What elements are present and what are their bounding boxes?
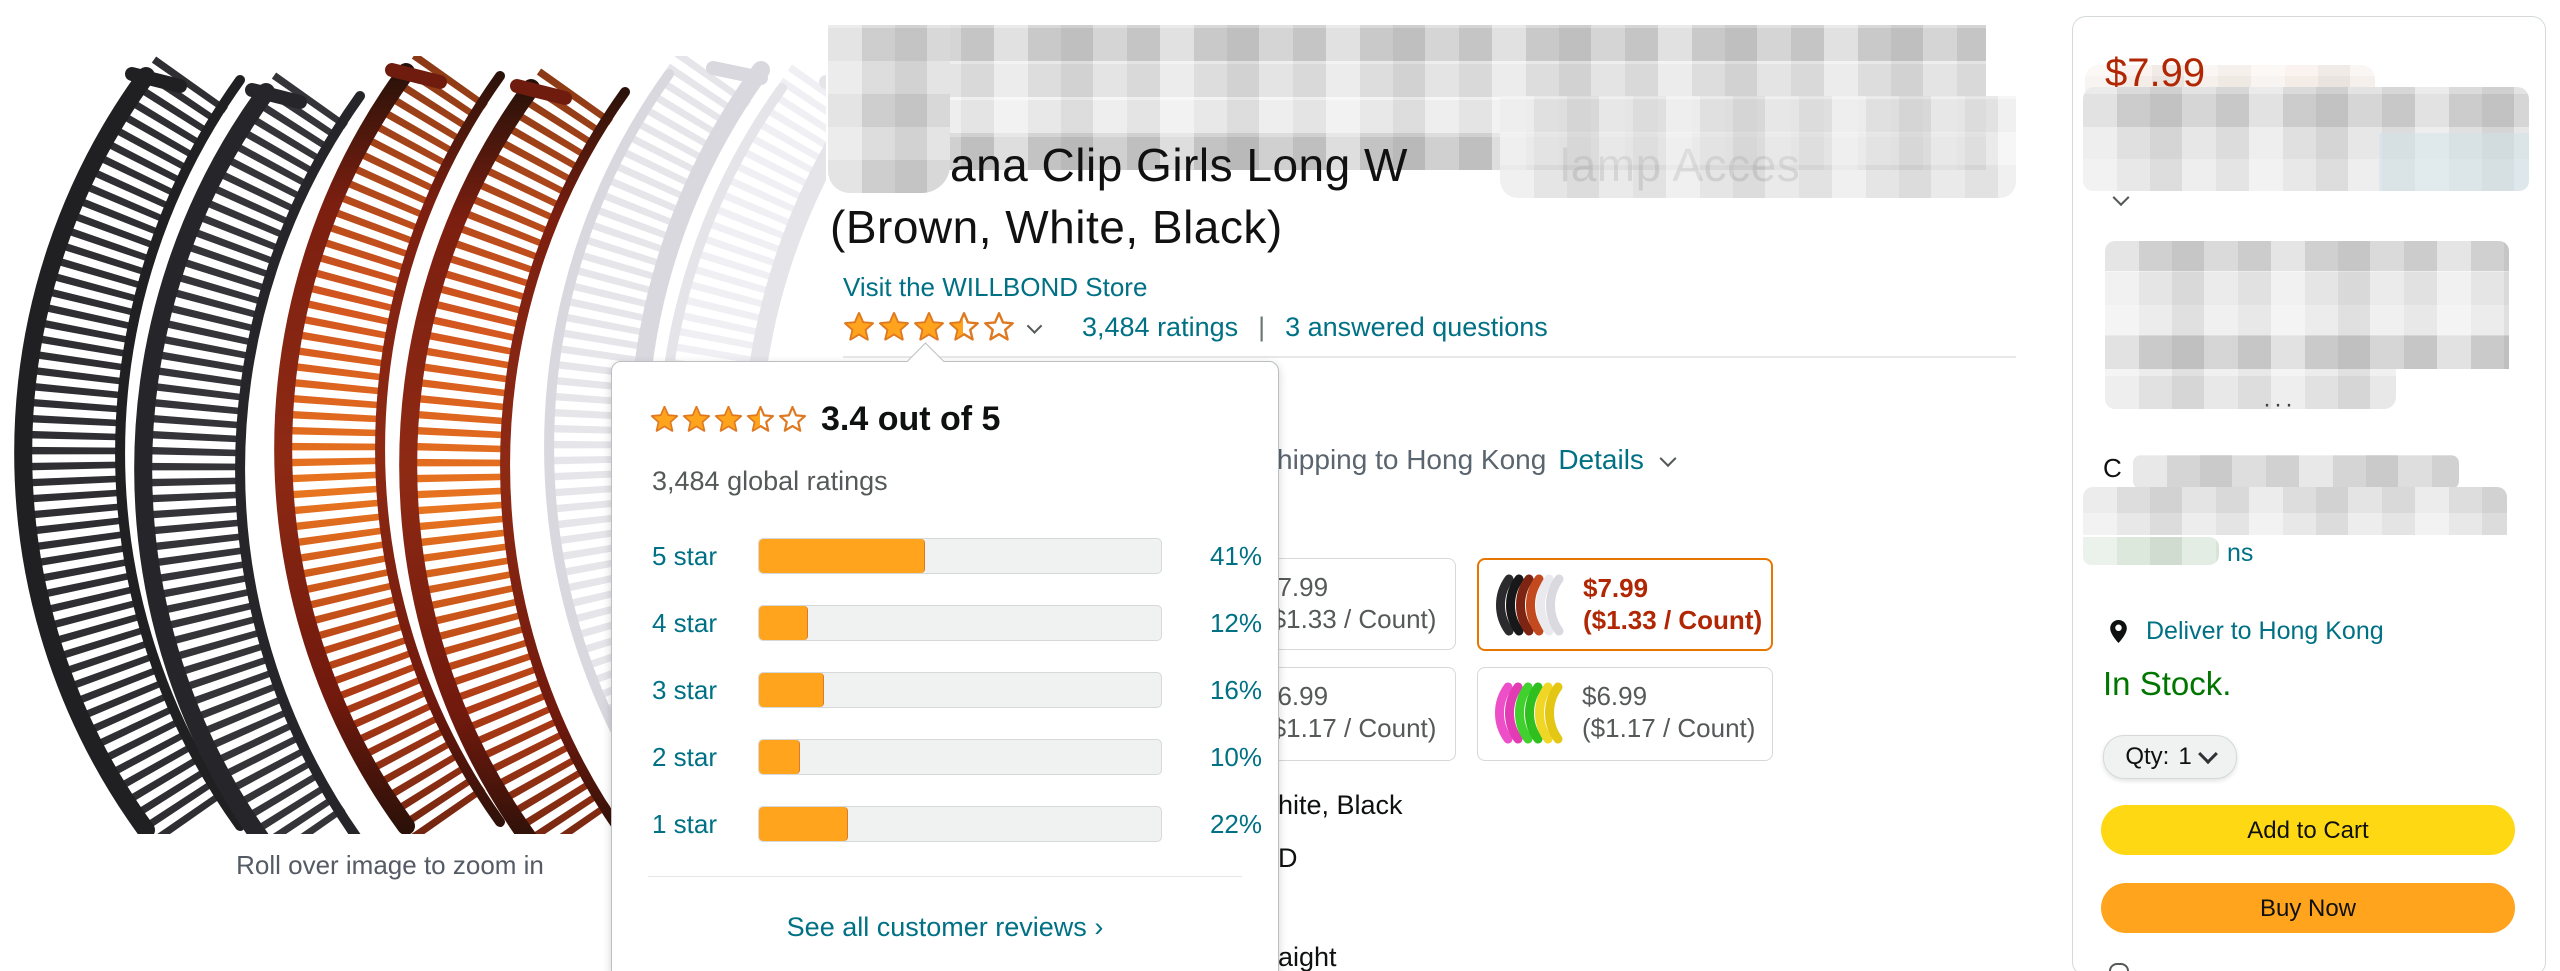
- rating-row-label[interactable]: 3 star: [652, 674, 718, 705]
- detail-fragment-hair: aight: [1278, 942, 1337, 971]
- rating-row-label[interactable]: 2 star: [652, 741, 718, 772]
- stock-status: In Stock.: [2103, 665, 2232, 702]
- variant-unit-price: ($1.33 / Count): [1263, 604, 1437, 634]
- rating-row-percent[interactable]: 22%: [1209, 808, 1262, 839]
- rating-row-fill: [759, 807, 849, 841]
- censored-title-patch: [1500, 96, 2016, 198]
- rating-row-fill: [759, 539, 925, 573]
- add-to-cart-button[interactable]: Add to Cart: [2101, 805, 2515, 855]
- ratings-separator: |: [1258, 311, 1266, 342]
- rating-row-label[interactable]: 4 star: [652, 607, 718, 638]
- rating-row-fill: [759, 673, 825, 707]
- qty-label: Qty:: [2125, 743, 2170, 770]
- location-pin-icon: [2110, 620, 2127, 643]
- product-title-fragment: ana Clip Girls Long W: [950, 139, 1408, 191]
- rating-row-bar[interactable]: [758, 672, 1162, 708]
- rating-row[interactable]: 2 star 10%: [652, 739, 1262, 775]
- rating-row-label[interactable]: 1 star: [652, 808, 718, 839]
- censored-text-remnant: ···: [2263, 391, 2296, 418]
- shipping-line: hipping to Hong Kong Details: [1277, 444, 1677, 476]
- rating-row-percent[interactable]: 41%: [1209, 540, 1262, 571]
- censored-title-blob: [828, 25, 950, 193]
- rating-row-fill: [759, 606, 809, 640]
- censored-block: [2105, 241, 2509, 409]
- popup-global-ratings: 3,484 global ratings: [652, 466, 888, 496]
- details-chevron-icon[interactable]: [1659, 450, 1677, 468]
- popup-caret: [906, 342, 945, 381]
- variant-unit-price: ($1.17 / Count): [1263, 713, 1437, 743]
- ratings-row: 3,484 ratings | 3 answered questions: [843, 310, 1548, 344]
- variant-unit-price: ($1.33 / Count): [1583, 605, 1763, 635]
- rating-row[interactable]: 5 star 41%: [652, 538, 1262, 574]
- expand-chevron-icon[interactable]: [2112, 189, 2130, 207]
- deliver-row[interactable]: Deliver to Hong Kong: [2105, 617, 2384, 646]
- censored-letter: C: [2103, 453, 2122, 483]
- see-all-reviews-link[interactable]: See all customer reviews ›: [786, 912, 1104, 942]
- deliver-link[interactable]: Deliver to Hong Kong: [2146, 617, 2384, 645]
- ratings-popup: 3.4 out of 5 3,484 global ratings 5 star…: [611, 342, 1279, 971]
- rating-row-percent[interactable]: 10%: [1209, 741, 1262, 772]
- rating-row[interactable]: 4 star 12%: [652, 605, 1262, 641]
- clip-black-2: [134, 72, 365, 834]
- rating-row-bar[interactable]: [758, 538, 1162, 574]
- rating-row[interactable]: 3 star 16%: [652, 672, 1262, 708]
- detail-fragment-color: hite, Black: [1278, 790, 1403, 820]
- rating-row-percent[interactable]: 12%: [1209, 607, 1262, 638]
- product-title-line2: (Brown, White, Black): [830, 201, 1283, 253]
- censored-block: [2083, 487, 2507, 535]
- rating-row-percent[interactable]: 16%: [1209, 674, 1262, 705]
- clip-red-1: [274, 56, 505, 834]
- variant-swatch-bright-icon: [1495, 682, 1563, 744]
- censored-block: [2133, 455, 2459, 489]
- variant-unit-price: ($1.17 / Count): [1582, 713, 1756, 743]
- variant-price: $6.99: [1582, 681, 1648, 711]
- quantity-selector[interactable]: Qty: 1: [2103, 735, 2237, 779]
- variant-price: $7.99: [1583, 573, 1649, 603]
- stars-dropdown-chevron-icon[interactable]: [1026, 317, 1043, 334]
- rating-row-bar[interactable]: [758, 739, 1162, 775]
- variant-card-row1-right-selected[interactable]: $7.99 ($1.33 / Count): [1477, 558, 1773, 651]
- rating-row-bar[interactable]: [758, 605, 1162, 641]
- lock-icon: [2109, 963, 2129, 971]
- shipping-text-fragment: hipping to Hong Kong: [1277, 444, 1547, 475]
- answered-questions-link[interactable]: 3 answered questions: [1285, 311, 1548, 342]
- rating-histogram: 5 star 41% 4 star 12% 3 star 16% 2 star …: [652, 538, 1262, 873]
- rating-row-fill: [759, 740, 801, 774]
- clip-red-2: [399, 68, 630, 834]
- rating-row-bar[interactable]: [758, 806, 1162, 842]
- variant-swatch-dark-icon: [1496, 574, 1564, 636]
- rating-row-label[interactable]: 5 star: [652, 540, 718, 571]
- popup-divider: [648, 876, 1242, 877]
- censored-block: [2083, 537, 2219, 565]
- zoom-hint: Roll over image to zoom in: [236, 850, 544, 880]
- ratings-count-link[interactable]: 3,484 ratings: [1082, 311, 1239, 342]
- shipping-details-link[interactable]: Details: [1558, 444, 1644, 475]
- qty-chevron-icon: [2197, 744, 2218, 765]
- variant-price: $7.99: [1263, 572, 1329, 602]
- qty-value: 1: [2178, 743, 2192, 770]
- rating-row[interactable]: 1 star 22%: [652, 806, 1262, 842]
- star-rating[interactable]: [843, 310, 1015, 344]
- popup-score: 3.4 out of 5: [821, 400, 1001, 438]
- section-divider: [843, 356, 2016, 358]
- clip-black-1: [14, 56, 245, 834]
- detail-fragment-letter: D: [1278, 843, 1298, 873]
- censored-link-tail[interactable]: ns: [2227, 539, 2254, 567]
- buy-now-button[interactable]: Buy Now: [2101, 883, 2515, 933]
- censored-title-block: [828, 25, 1986, 170]
- variant-card-row2-right[interactable]: $6.99 ($1.17 / Count): [1477, 667, 1773, 761]
- store-link[interactable]: Visit the WILLBOND Store: [843, 272, 1148, 302]
- buybox: $7.99 ··· C ns Del: [2072, 16, 2546, 971]
- variant-price: $6.99: [1263, 681, 1329, 711]
- popup-star-rating: [650, 405, 807, 432]
- censored-block: [2083, 87, 2529, 191]
